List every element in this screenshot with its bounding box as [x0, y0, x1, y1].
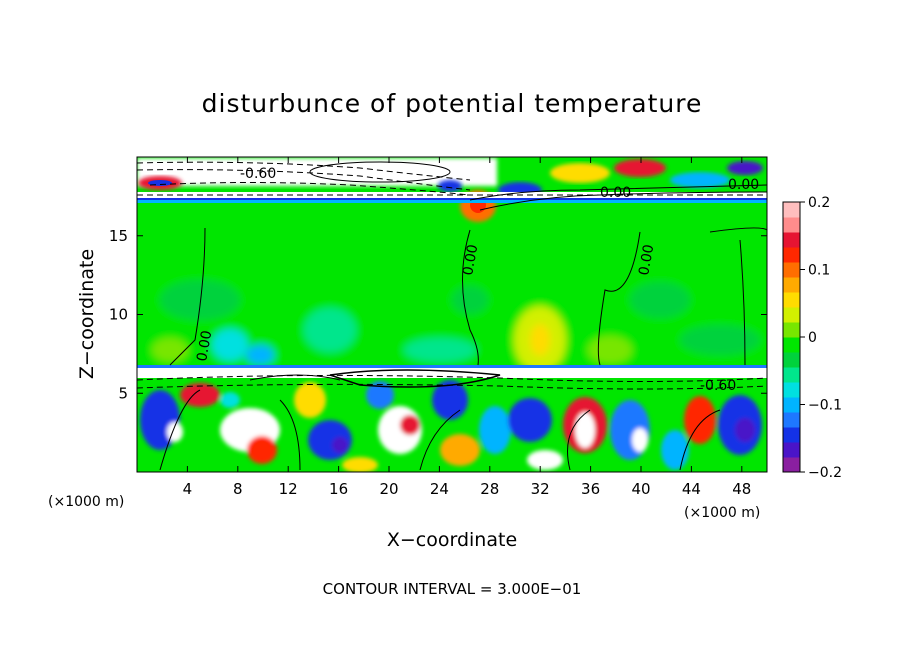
colorbar-tick-label: 0.1 [808, 263, 830, 279]
colorbar-ticks: 0.2 0.1 0 −0.1 −0.2 [800, 195, 842, 481]
colorbar-swatch [783, 307, 800, 323]
colorbar-swatch [783, 367, 800, 383]
plot-area: -0.60 0.00 0.00 0.00 0.00 -0.60 0.00 [137, 157, 767, 472]
contour-interval-note: CONTOUR INTERVAL = 3.000E−01 [323, 580, 582, 598]
colorbar-swatch [783, 352, 800, 368]
x-tick-label: 16 [329, 480, 348, 498]
colorbar-swatch [783, 337, 800, 353]
colorbar-swatch [783, 382, 800, 398]
colorbar-swatch [783, 202, 800, 218]
chart-title: disturbunce of potential temperature [202, 89, 703, 118]
x-tick-label: 8 [233, 480, 243, 498]
y-axis-label: Z−coordinate [76, 249, 98, 379]
y-tick-label: 15 [109, 227, 128, 245]
y-axis-unit: (×1000 m) [48, 494, 124, 510]
y-axis-ticks: 5 10 15 [109, 227, 767, 402]
x-tick-label: 4 [183, 480, 193, 498]
x-tick-label: 20 [379, 480, 398, 498]
contour-label: 0.00 [194, 329, 215, 362]
colorbar-swatch [783, 262, 800, 278]
x-tick-label: 32 [531, 480, 550, 498]
colorbar-swatch [783, 217, 800, 233]
x-tick-label: 48 [732, 480, 751, 498]
x-tick-label: 36 [581, 480, 600, 498]
colorbar-swatch [783, 292, 800, 308]
colorbar-swatch [783, 277, 800, 293]
contour-label-group: -0.60 0.00 0.00 0.00 0.00 -0.60 0.00 [194, 166, 759, 394]
colorbar-swatch [783, 397, 800, 413]
x-tick-label: 24 [430, 480, 449, 498]
contour-label: -0.60 [700, 378, 736, 394]
contour-label: -0.60 [240, 166, 276, 182]
x-tick-label: 44 [682, 480, 701, 498]
mid-layer-field [137, 198, 767, 374]
upper-layer-field [137, 157, 767, 222]
colorbar [783, 202, 800, 473]
colorbar-tick-label: −0.1 [808, 398, 842, 414]
x-axis-unit: (×1000 m) [684, 505, 760, 521]
colorbar-tick-label: 0 [808, 330, 817, 346]
colorbar-swatch [783, 412, 800, 428]
y-tick-label: 5 [118, 384, 128, 402]
colorbar-swatch [783, 247, 800, 263]
x-tick-label: 28 [480, 480, 499, 498]
contour-label: 0.00 [600, 185, 631, 201]
x-tick-label: 40 [631, 480, 650, 498]
colorbar-swatch [783, 427, 800, 443]
colorbar-swatch [783, 232, 800, 248]
x-axis-ticks: 4 8 12 16 20 24 28 32 36 40 44 48 [183, 157, 751, 498]
contour-label: 0.00 [636, 243, 657, 276]
colorbar-swatch [783, 457, 800, 473]
y-tick-label: 10 [109, 306, 128, 324]
contour-lines [137, 161, 767, 471]
colorbar-tick-label: 0.2 [808, 195, 830, 211]
contour-label: 0.00 [728, 177, 759, 193]
colorbar-swatch [783, 442, 800, 458]
contour-label: 0.00 [460, 243, 481, 276]
x-axis-label: X−coordinate [387, 529, 517, 551]
colorbar-tick-label: −0.2 [808, 465, 842, 481]
x-tick-label: 12 [279, 480, 298, 498]
colorbar-swatch [783, 322, 800, 338]
